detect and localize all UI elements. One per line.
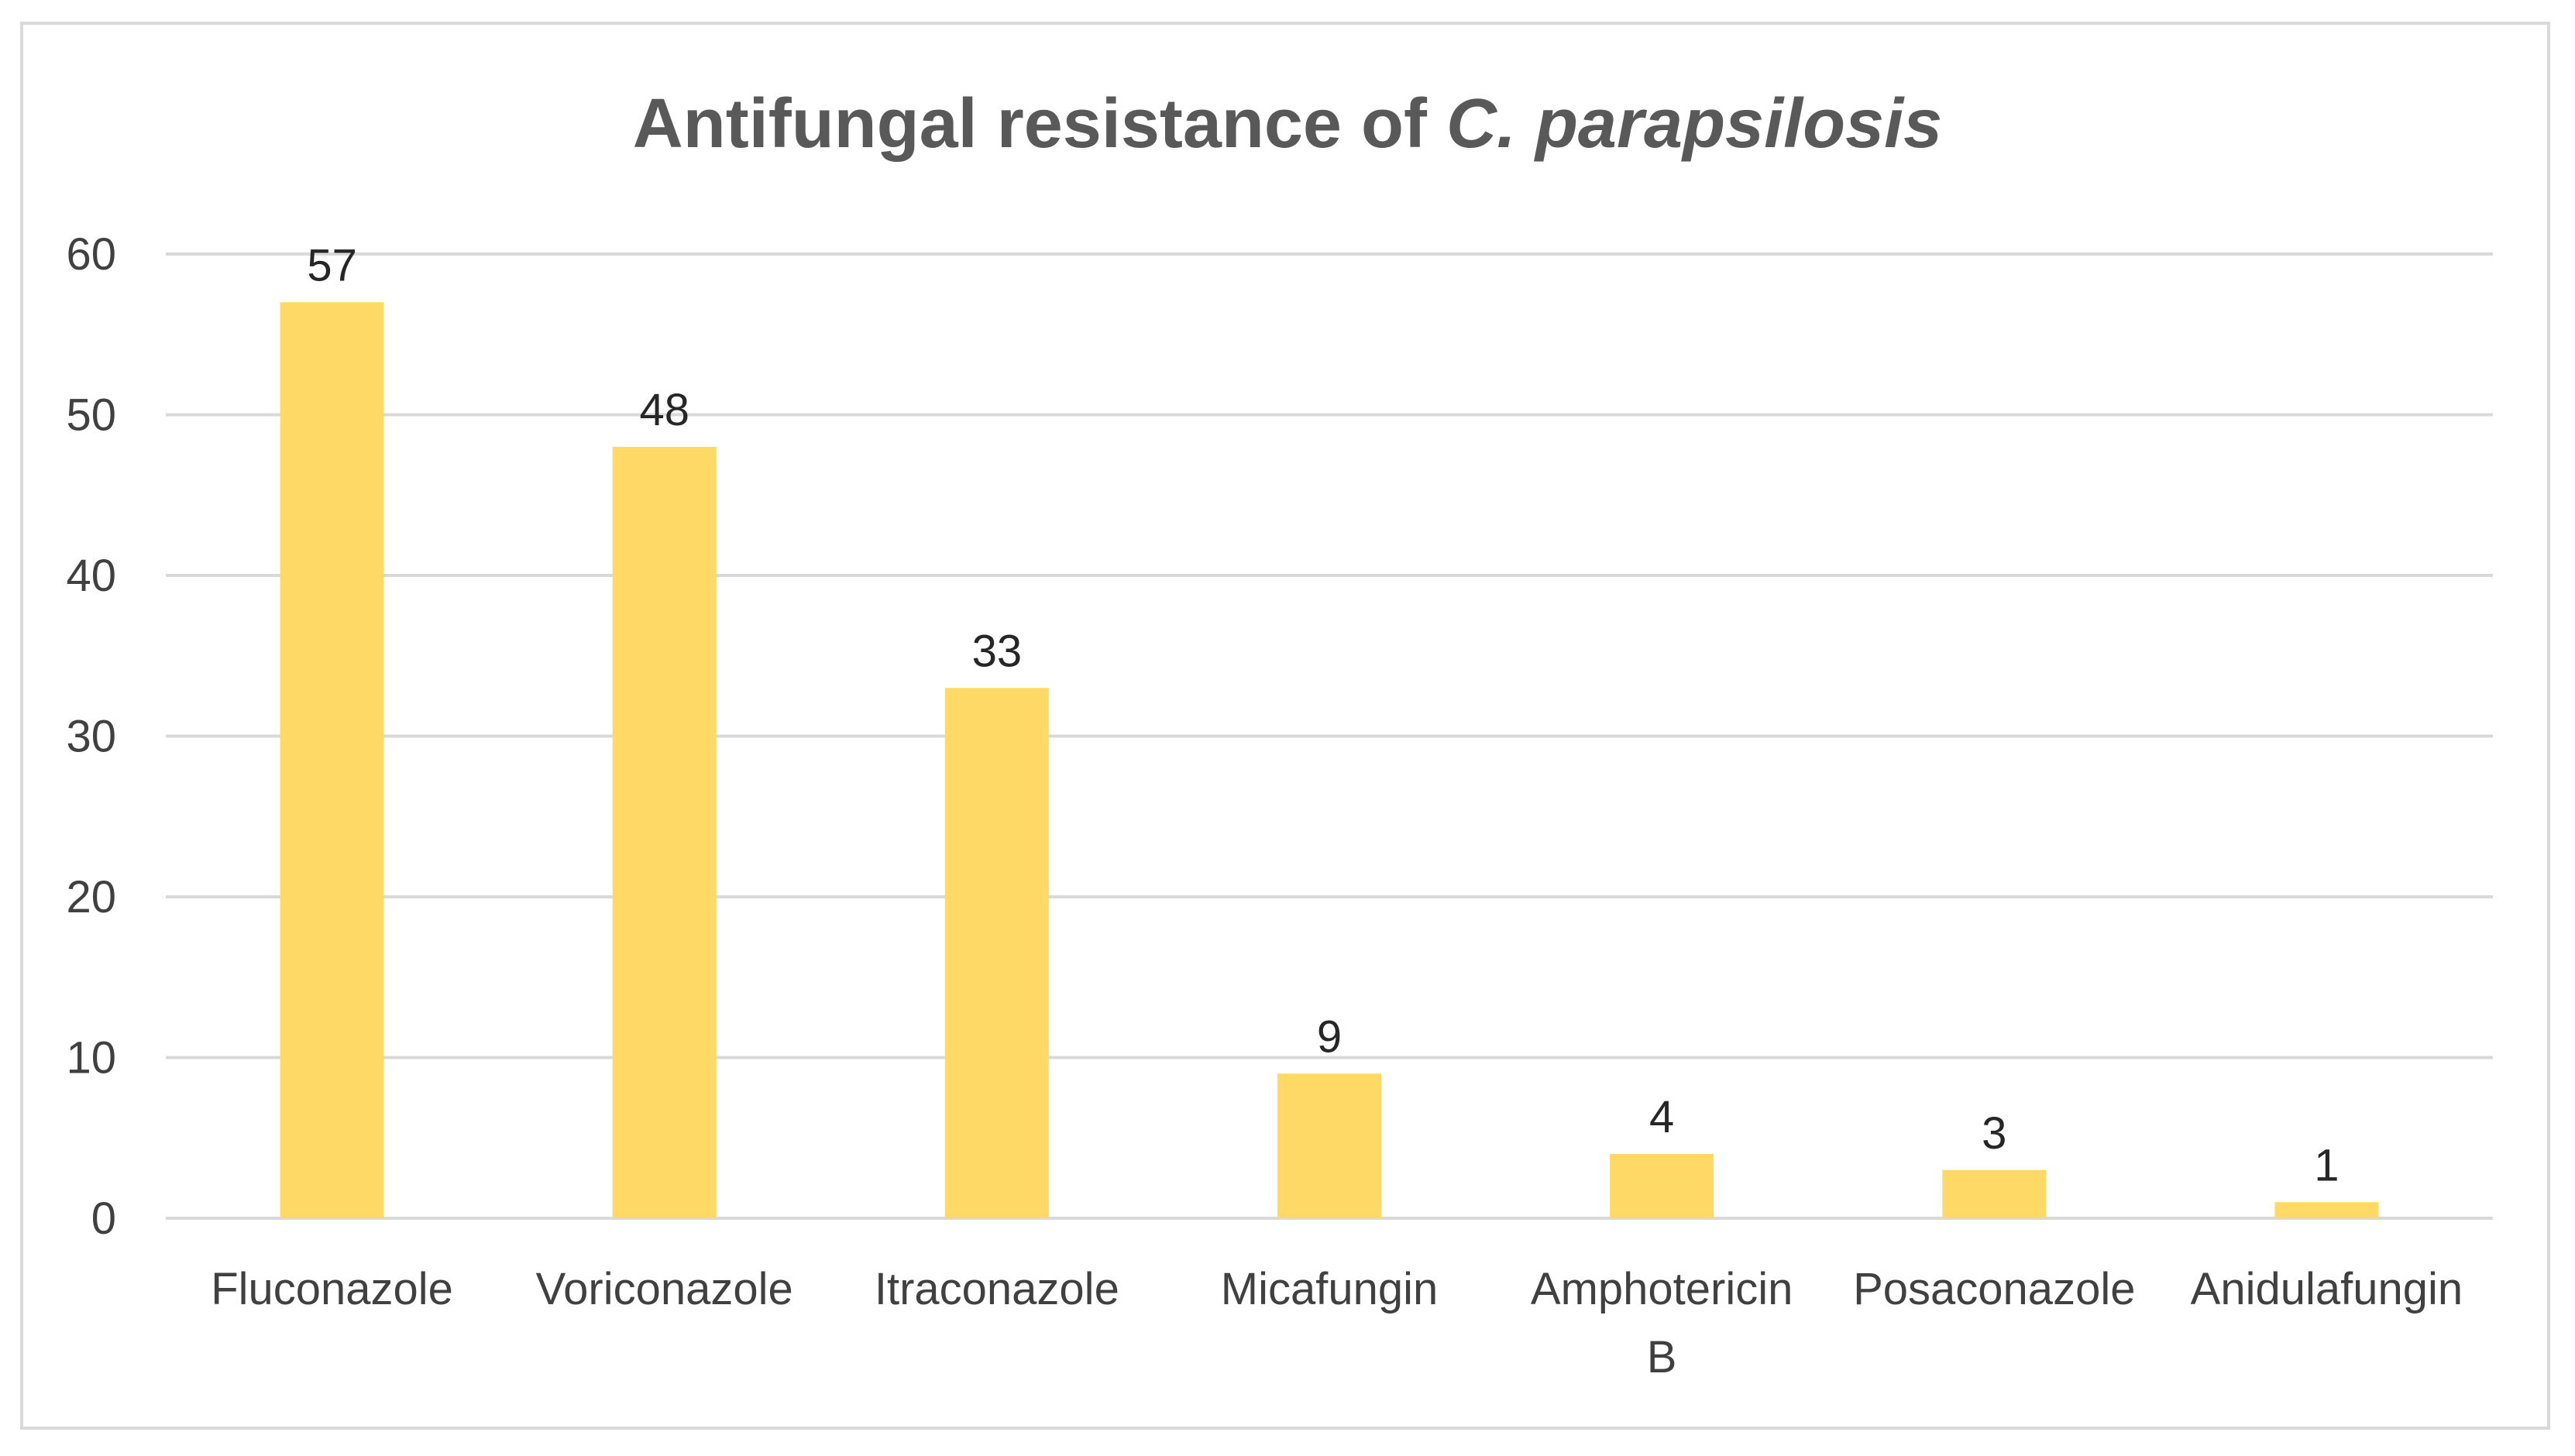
data-label: 3 xyxy=(1982,1108,2006,1159)
bars xyxy=(280,302,2379,1218)
chart-title: Antifungal resistance of C. parapsilosis xyxy=(633,85,1942,163)
category-label: Anidulafungin xyxy=(2191,1264,2463,1314)
y-tick-label: 40 xyxy=(66,551,116,601)
bar xyxy=(280,302,384,1218)
bar xyxy=(1610,1154,1714,1218)
category-label: Fluconazole xyxy=(211,1264,453,1314)
bar xyxy=(944,688,1049,1218)
y-tick-label: 50 xyxy=(66,390,116,441)
bar xyxy=(1942,1169,2047,1218)
y-tick-label: 20 xyxy=(66,872,116,922)
bar xyxy=(1277,1073,1381,1218)
gridlines xyxy=(166,252,2493,1220)
y-tick-label: 10 xyxy=(66,1033,116,1083)
category-label: Posaconazole xyxy=(1853,1264,2135,1314)
bar xyxy=(2274,1202,2379,1218)
bar xyxy=(612,447,717,1218)
data-label: 1 xyxy=(2314,1140,2339,1190)
y-tick-label: 60 xyxy=(66,229,116,280)
data-label: 4 xyxy=(1649,1092,1674,1142)
y-tick-label: 30 xyxy=(66,712,116,762)
data-label: 9 xyxy=(1317,1011,1342,1062)
data-label: 33 xyxy=(972,626,1023,676)
chart-title-plain: Antifungal resistance of xyxy=(633,85,1446,163)
category-label: Voriconazole xyxy=(536,1264,793,1314)
data-label: 57 xyxy=(307,240,357,290)
y-axis-ticks: 0 10 20 30 40 50 60 xyxy=(66,229,116,1244)
data-label: 48 xyxy=(639,385,689,435)
category-label: Itraconazole xyxy=(875,1264,1119,1314)
category-label: Amphotericin B xyxy=(1531,1264,1793,1382)
x-axis-categories: Fluconazole Voriconazole Itraconazole Micaf… xyxy=(211,1264,2463,1382)
y-tick-label: 0 xyxy=(91,1193,116,1244)
data-labels: 57 48 33 9 4 3 1 xyxy=(307,240,2339,1190)
category-label: Micafungin xyxy=(1221,1264,1438,1314)
chart-title-italic: C. parapsilosis xyxy=(1446,85,1942,163)
